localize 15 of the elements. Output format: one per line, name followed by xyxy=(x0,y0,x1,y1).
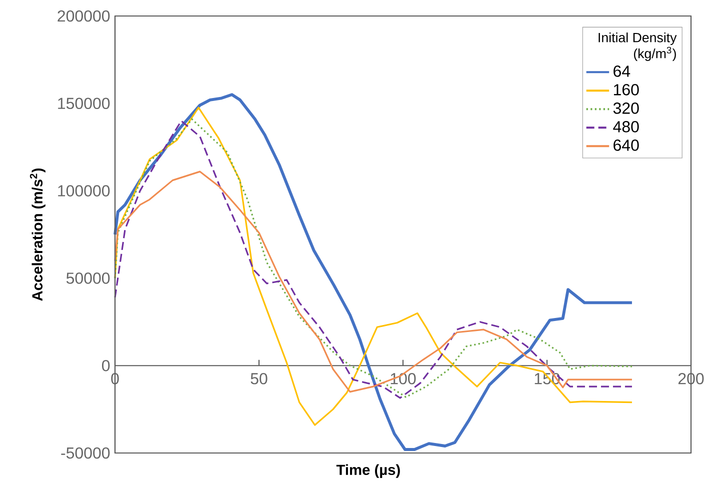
y-tick-label: 0 xyxy=(102,360,110,372)
y-tick-label: 100000 xyxy=(58,185,110,196)
legend-label: 480 xyxy=(613,121,639,132)
x-tick-label: 50 xyxy=(250,372,268,384)
legend-label: 160 xyxy=(614,84,639,96)
x-axis-title: Time (µs) xyxy=(336,464,400,478)
legend-label: 64 xyxy=(614,66,630,77)
legend-title: Initial Density (kg/m$^{3}$) xyxy=(598,32,677,61)
y-tick-label: 150000 xyxy=(58,98,110,110)
y-tick-label: 50000 xyxy=(66,272,110,284)
legend-label: 640 xyxy=(614,140,639,151)
y-tick-label: 200000 xyxy=(58,10,110,22)
y-tick-label: -50000 xyxy=(61,447,110,459)
y-axis-title: Acceleration (m/s$^{2}$) xyxy=(30,168,46,301)
legend-label: 320 xyxy=(613,102,639,114)
